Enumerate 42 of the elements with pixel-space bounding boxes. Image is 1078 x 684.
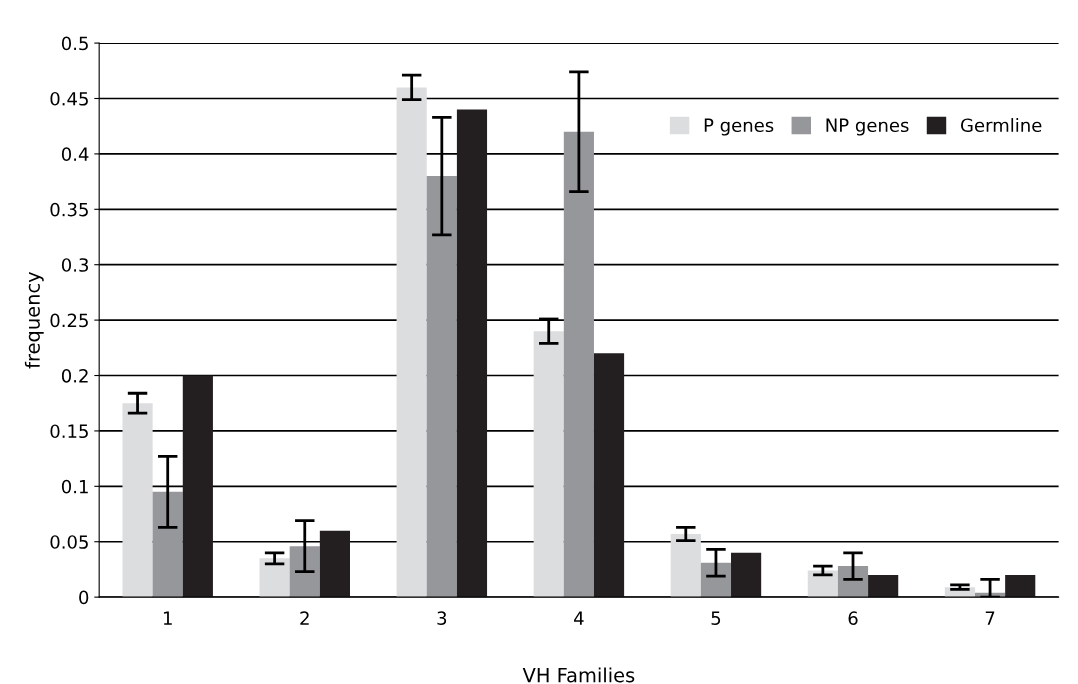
bar bbox=[533, 331, 564, 598]
bar bbox=[868, 574, 899, 598]
y-tick-label: 0.5 bbox=[61, 36, 88, 51]
bar bbox=[807, 570, 838, 598]
bar bbox=[456, 109, 488, 598]
bar bbox=[152, 491, 183, 598]
bar bbox=[593, 353, 625, 598]
y-tick-label: 0.4 bbox=[61, 147, 89, 162]
x-axis-title: VH Families bbox=[522, 667, 635, 683]
x-tick-label: 6 bbox=[848, 611, 858, 625]
y-tick-label: 0.45 bbox=[50, 91, 88, 106]
bar bbox=[563, 131, 594, 598]
bar bbox=[289, 546, 320, 598]
x-tick-label: 1 bbox=[163, 611, 172, 625]
bar bbox=[319, 530, 350, 598]
y-axis-title: frequency bbox=[24, 271, 44, 369]
y-tick-label: 0.2 bbox=[61, 368, 88, 383]
bar bbox=[1005, 574, 1036, 598]
bar bbox=[182, 375, 213, 598]
bar bbox=[122, 403, 153, 598]
x-tick-label: 7 bbox=[985, 611, 995, 625]
x-tick-label: 5 bbox=[711, 611, 721, 625]
y-tick-label: 0.35 bbox=[50, 202, 88, 217]
y-tick-label: 0 bbox=[79, 590, 89, 605]
bar bbox=[396, 87, 427, 598]
x-tick-label: 2 bbox=[300, 611, 309, 625]
y-tick-label: 0.05 bbox=[50, 535, 88, 549]
y-tick-label: 0.25 bbox=[50, 313, 88, 328]
legend-label: Germline bbox=[960, 118, 1042, 133]
legend-label: P genes bbox=[704, 118, 774, 136]
x-tick-label: 3 bbox=[437, 611, 447, 625]
bar bbox=[700, 562, 732, 598]
bar bbox=[670, 533, 701, 598]
x-tick-label: 4 bbox=[574, 611, 584, 625]
bar bbox=[259, 558, 290, 598]
y-tick-label: 0.15 bbox=[50, 424, 88, 439]
bar bbox=[426, 176, 457, 598]
bar bbox=[731, 552, 762, 598]
legend-label: NP genes bbox=[826, 118, 909, 136]
y-tick-label: 0.3 bbox=[61, 258, 89, 272]
bar bbox=[837, 566, 869, 598]
y-tick-label: 0.1 bbox=[61, 479, 88, 494]
